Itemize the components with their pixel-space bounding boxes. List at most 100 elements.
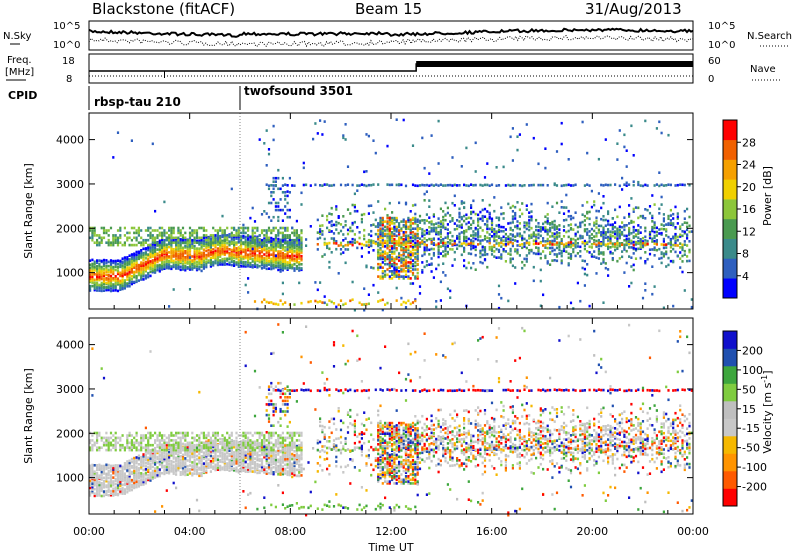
velocity-cell-80 — [98, 490, 101, 493]
power-cell-1431 — [267, 148, 271, 151]
velocity-cell-347 — [130, 448, 133, 452]
velocity-cell-168 — [107, 436, 110, 440]
power-cell-210 — [114, 259, 117, 263]
power-cell-2661 — [439, 235, 442, 239]
power-cell-3272 — [551, 232, 554, 235]
velocity-cell-145 — [105, 443, 108, 447]
power-cell-2084 — [381, 234, 384, 238]
power-cell-329 — [130, 263, 133, 266]
power-cell-2387 — [407, 270, 410, 273]
power-cell-147 — [107, 281, 110, 284]
power-cell-3916 — [674, 239, 677, 243]
velocity-cell-910 — [200, 446, 203, 449]
power-cell-2948 — [490, 230, 494, 233]
power-cell-391 — [137, 231, 140, 235]
power-cell-1914 — [349, 299, 352, 303]
power-cell-1052 — [221, 231, 224, 235]
power-cell-431 — [144, 277, 147, 280]
velocity-cell-788 — [184, 434, 187, 437]
power-cell-3930 — [676, 217, 679, 220]
power-cell-626 — [168, 255, 171, 258]
power-cell-3104 — [518, 215, 521, 218]
power-cell-2510 — [416, 255, 419, 259]
velocity-cell-204 — [112, 434, 115, 437]
power-cell-2506 — [416, 268, 419, 271]
power-cell-2675 — [442, 244, 445, 248]
power-cell-2934 — [488, 233, 491, 236]
power-cell-3528 — [600, 206, 603, 210]
power-cell-580 — [161, 231, 164, 235]
power-cell-3045 — [509, 239, 512, 242]
power-cell-3136 — [525, 227, 528, 231]
power-cell-1845 — [330, 220, 333, 223]
velocity-cell-802 — [186, 443, 189, 447]
power-cell-3947 — [681, 254, 684, 258]
power-cell-2188 — [391, 270, 394, 273]
velocity-cell-151 — [107, 490, 110, 493]
power-cell-1289 — [253, 263, 257, 267]
power-cell-571 — [161, 250, 164, 253]
power-cell-2448 — [411, 259, 415, 262]
power-cell-2344 — [402, 220, 405, 223]
velocity-cell-63 — [96, 479, 99, 483]
power-cell-2098 — [384, 275, 387, 278]
power-cell-2059 — [379, 227, 382, 230]
power-cell-396 — [140, 274, 143, 278]
power-cell-472 — [149, 262, 152, 265]
power-cell-2770 — [460, 253, 463, 257]
power-cell-1974 — [367, 238, 370, 242]
power-cell-2843 — [472, 240, 475, 243]
power-cell-1533 — [277, 241, 280, 244]
power-cell-2202 — [391, 232, 394, 236]
power-cell-1650 — [286, 194, 289, 198]
power-cell-2940 — [488, 241, 491, 245]
power-cell-2710 — [446, 235, 449, 238]
power-cell-2975 — [495, 224, 498, 227]
power-cell-1771 — [300, 229, 303, 232]
power-cell-2301 — [400, 261, 403, 264]
power-cell-2657 — [439, 252, 442, 255]
power-cell-1182 — [240, 248, 243, 252]
power-cell-1072 — [223, 234, 226, 237]
power-cell-2715 — [446, 183, 449, 187]
power-cell-1969 — [365, 170, 368, 173]
power-cell-2237 — [393, 218, 396, 222]
power-cell-3550 — [602, 201, 605, 205]
velocity-cell-53 — [93, 443, 96, 447]
power-cell-1953 — [363, 237, 366, 241]
power-cell-1662 — [288, 245, 291, 249]
power-cell-1499 — [274, 248, 277, 251]
power-cell-3384 — [572, 250, 575, 254]
power-cell-2226 — [393, 245, 396, 248]
velocity-cell-709 — [175, 439, 178, 442]
power-cell-2386 — [407, 275, 410, 278]
power-cell-355 — [133, 231, 136, 235]
power-cell-686 — [175, 249, 178, 253]
power-cell-3977 — [688, 259, 691, 263]
power-cell-3395 — [574, 245, 577, 249]
power-cell-3910 — [672, 217, 675, 220]
power-cell-1593 — [281, 292, 284, 296]
power-cell-2383 — [407, 252, 410, 255]
power-cell-2666 — [439, 222, 442, 226]
power-cell-3322 — [560, 252, 563, 255]
power-cell-3088 — [516, 244, 519, 247]
velocity-cell-435 — [142, 478, 145, 482]
power-cell-777 — [186, 252, 189, 256]
power-cell-169 — [109, 271, 113, 274]
power-cell-3583 — [609, 237, 612, 240]
velocity-cell-682 — [172, 450, 175, 454]
power-cell-2590 — [428, 226, 431, 229]
velocity-cell-545 — [154, 510, 157, 513]
power-cell-3251 — [546, 260, 549, 263]
power-cell-3303 — [555, 225, 559, 228]
power-cell-3198 — [537, 225, 540, 229]
power-cell-1764 — [300, 245, 303, 249]
power-cell-1783 — [309, 225, 312, 228]
power-cell-982 — [212, 234, 215, 237]
power-cell-591 — [163, 247, 166, 251]
power-cell-2405 — [407, 218, 410, 222]
power-cell-414 — [142, 274, 145, 278]
power-cell-1332 — [258, 258, 261, 262]
power-cell-3489 — [593, 242, 596, 246]
